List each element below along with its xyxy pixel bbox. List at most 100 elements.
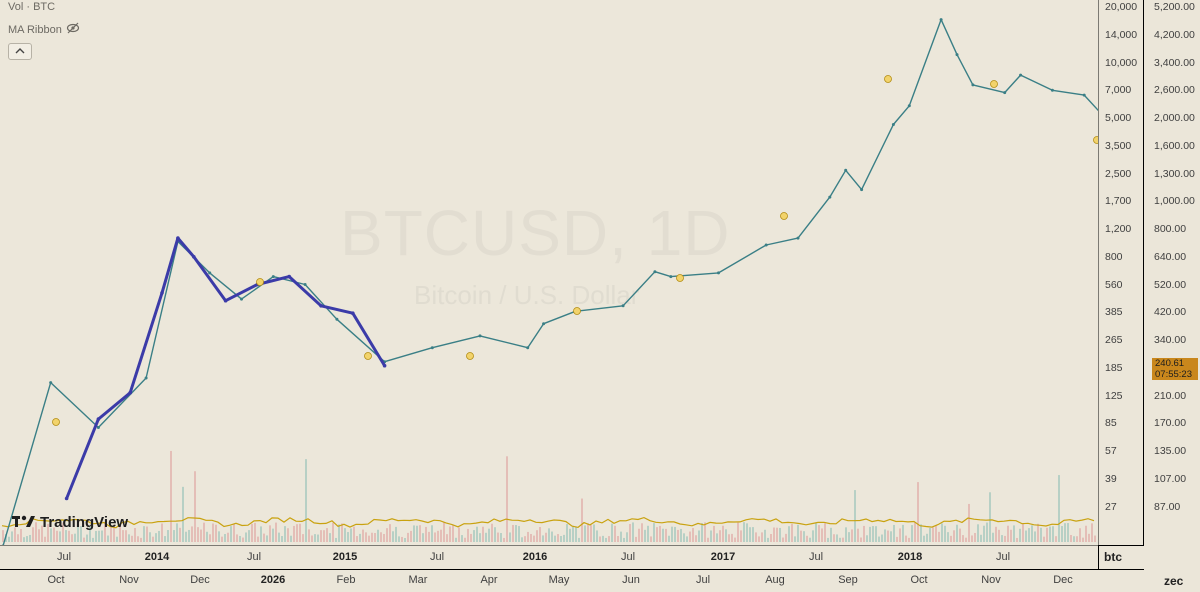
data-point bbox=[319, 304, 323, 308]
chart-pane[interactable]: BTCUSD, 1D Bitcoin / U.S. Dollar Vol · B… bbox=[0, 0, 1098, 545]
volume-bar bbox=[1010, 529, 1012, 542]
volume-bar bbox=[578, 537, 580, 542]
price-axis-primary[interactable]: 20,000 14,000 10,000 7,000 5,000 3,500 2,500 1,… bbox=[1098, 0, 1144, 545]
volume-bar bbox=[404, 537, 406, 542]
data-point bbox=[287, 274, 292, 279]
volume-bar bbox=[296, 524, 298, 542]
volume-bar bbox=[995, 526, 997, 542]
event-marker bbox=[884, 75, 892, 83]
volume-bar bbox=[548, 528, 550, 542]
eye-off-icon[interactable] bbox=[66, 22, 80, 37]
volume-bar bbox=[263, 533, 265, 542]
price-plot[interactable] bbox=[0, 0, 1098, 545]
volume-bar bbox=[125, 530, 127, 542]
volume-bar bbox=[443, 522, 445, 542]
volume-bar bbox=[122, 530, 124, 542]
data-point bbox=[160, 291, 164, 295]
volume-bar bbox=[53, 527, 55, 542]
volume-bar bbox=[533, 535, 535, 542]
price-tick-label: 185 bbox=[1105, 361, 1123, 374]
volume-bar bbox=[284, 526, 286, 542]
volume-bar bbox=[977, 524, 979, 542]
volume-bar bbox=[197, 527, 199, 542]
volume-bar bbox=[491, 523, 493, 542]
volume-bar bbox=[608, 536, 610, 542]
volume-bar bbox=[326, 528, 328, 542]
volume-bar bbox=[449, 526, 451, 542]
volume-bar bbox=[260, 526, 262, 542]
time-axis-secondary[interactable]: Oct Nov Dec 2026 Feb Mar Apr May Jun Jul Aug Sep Oct… bbox=[0, 569, 1144, 592]
volume-bar bbox=[734, 537, 736, 542]
volume-bar bbox=[1061, 526, 1063, 542]
volume-bar bbox=[803, 531, 805, 542]
volume-bar bbox=[437, 530, 439, 542]
time-axis-primary[interactable]: Jul 2014 Jul 2015 Jul 2016 Jul 2017 Jul 2018 Jul bbox=[0, 545, 1098, 569]
volume-bar bbox=[890, 531, 892, 542]
volume-bar bbox=[527, 531, 529, 542]
volume-bar bbox=[581, 498, 583, 542]
volume-bar bbox=[2, 530, 4, 542]
time-tick-label: 2016 bbox=[522, 551, 548, 563]
price-tick-label: 5,000 bbox=[1105, 112, 1132, 124]
secondary-symbol-label: zec bbox=[1164, 574, 1184, 588]
volume-bar bbox=[395, 526, 397, 542]
volume-bar bbox=[506, 456, 508, 542]
volume-bar bbox=[17, 534, 19, 542]
time-tick-label: 2018 bbox=[897, 551, 923, 563]
secondary-price-tick-label: 800.00 bbox=[1154, 223, 1187, 235]
volume-bar bbox=[806, 535, 808, 542]
chevron-up-icon bbox=[15, 46, 25, 57]
volume-bar bbox=[569, 528, 571, 542]
volume-bar bbox=[1028, 528, 1030, 542]
data-point bbox=[717, 271, 720, 275]
volume-bar bbox=[11, 531, 13, 542]
volume-bar bbox=[458, 527, 460, 542]
event-marker bbox=[780, 212, 788, 220]
volume-bar bbox=[416, 525, 418, 542]
collapse-legend-button[interactable] bbox=[8, 43, 32, 60]
volume-bar bbox=[938, 531, 940, 542]
tradingview-logo[interactable]: TradingView bbox=[12, 514, 128, 531]
volume-bar bbox=[596, 530, 598, 542]
volume-bar bbox=[245, 532, 247, 542]
volume-bar bbox=[878, 536, 880, 542]
volume-bar bbox=[1064, 523, 1066, 542]
event-marker bbox=[256, 278, 264, 286]
volume-bar bbox=[1031, 525, 1033, 542]
event-marker bbox=[1093, 136, 1098, 144]
volume-bar bbox=[44, 536, 46, 542]
volume-bar bbox=[710, 530, 712, 542]
secondary-price-tick-label: 340.00 bbox=[1154, 334, 1187, 346]
volume-bar bbox=[695, 535, 697, 542]
volume-bar bbox=[926, 533, 928, 542]
secondary-price-tick-label: 640.00 bbox=[1154, 250, 1187, 263]
volume-bar bbox=[182, 486, 184, 542]
data-point bbox=[1082, 93, 1086, 97]
volume-bar bbox=[275, 522, 277, 542]
volume-bar bbox=[488, 528, 490, 542]
volume-bar bbox=[1019, 528, 1021, 542]
secondary-price-tick-label: 420.00 bbox=[1154, 306, 1187, 319]
volume-bar bbox=[419, 525, 421, 542]
data-point bbox=[208, 271, 212, 275]
event-marker bbox=[364, 352, 372, 360]
volume-bar bbox=[842, 537, 844, 542]
volume-bar bbox=[314, 534, 316, 542]
volume-bar bbox=[209, 534, 211, 542]
volume-bar bbox=[1016, 537, 1018, 542]
volume-bar bbox=[869, 526, 871, 542]
volume-bar bbox=[305, 459, 307, 542]
volume-bar bbox=[1073, 536, 1075, 542]
volume-bar bbox=[233, 523, 235, 542]
data-point bbox=[796, 236, 800, 240]
watermark-symbol: BTCUSD, 1D bbox=[340, 197, 731, 269]
volume-bar bbox=[38, 529, 40, 542]
secondary-price-tick-label: 107.00 bbox=[1154, 472, 1187, 485]
price-axis-secondary[interactable]: 5,200.00 4,200.00 3,400.00 2,600.00 2,000.00… bbox=[1144, 0, 1200, 545]
volume-bar bbox=[560, 536, 562, 542]
data-point bbox=[64, 496, 69, 501]
ma-ribbon-legend[interactable]: MA Ribbon bbox=[8, 22, 80, 37]
volume-legend[interactable]: Vol · BTC bbox=[8, 1, 55, 13]
volume-bar bbox=[164, 536, 166, 542]
secondary-time-tick-label: Apr bbox=[480, 574, 498, 586]
